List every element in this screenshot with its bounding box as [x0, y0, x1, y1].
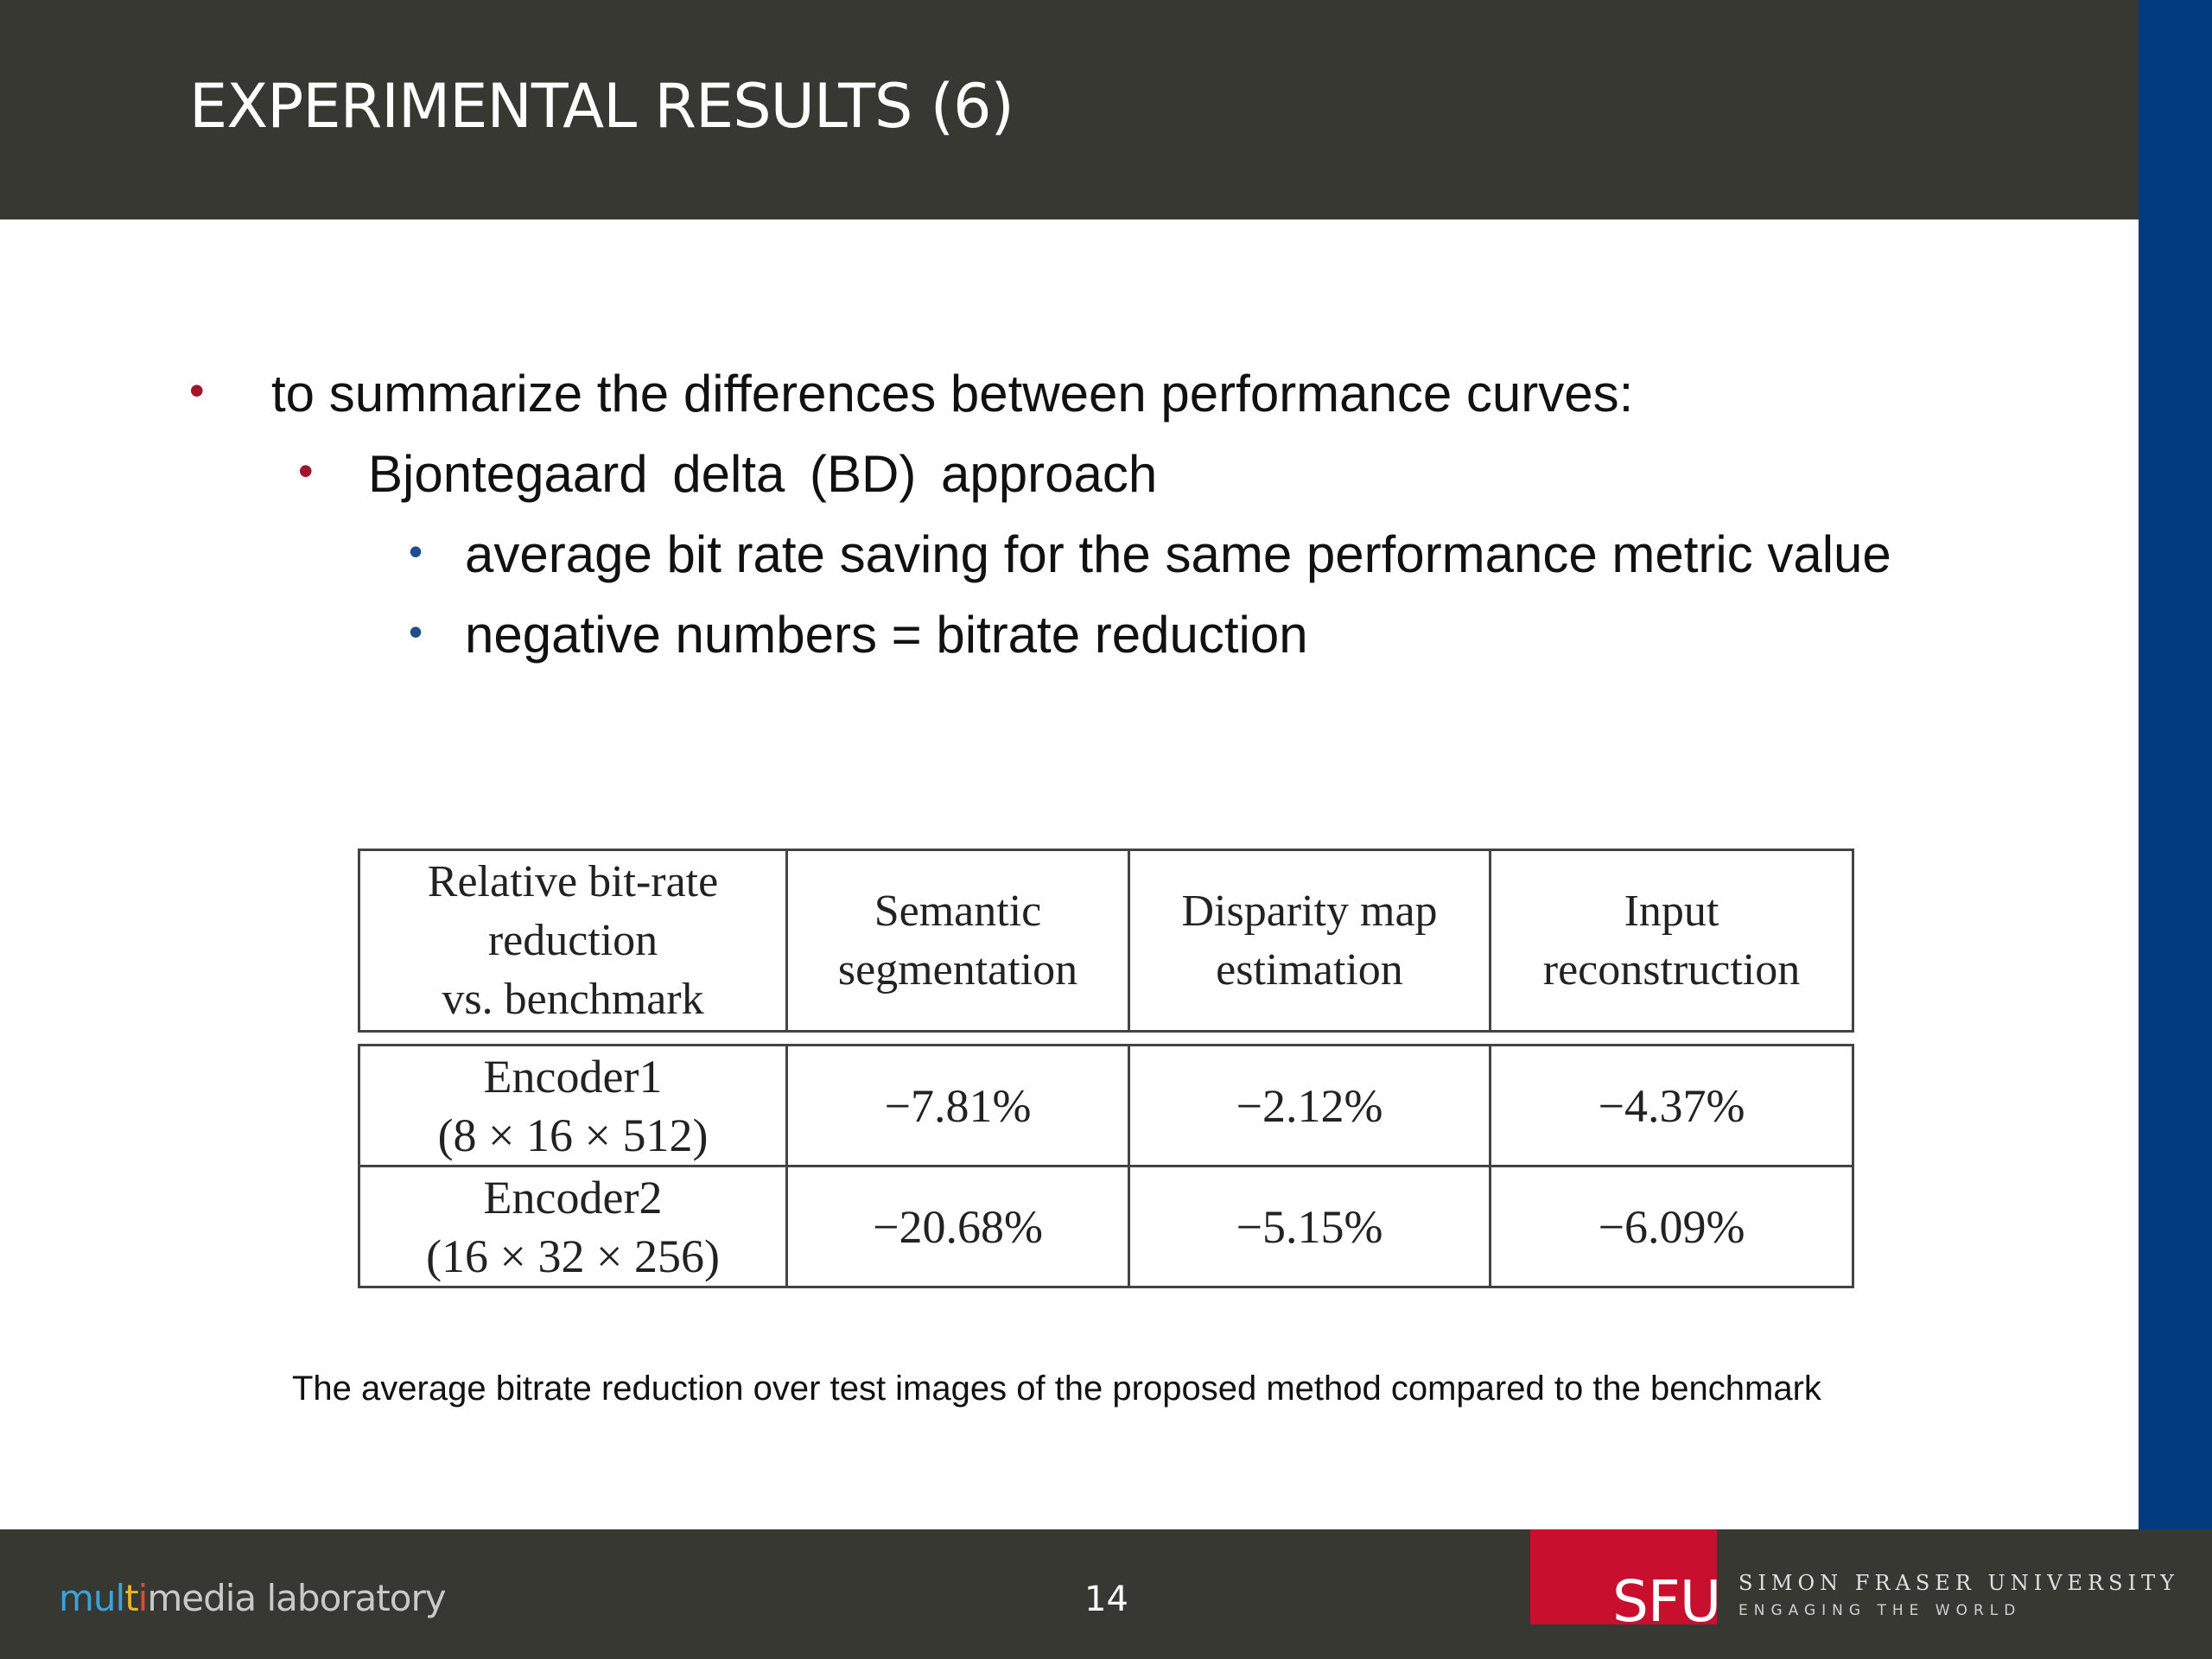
- bullet-text: average bit rate saving for the same per…: [465, 525, 1891, 583]
- slide-title: EXPERIMENTAL RESULTS (6): [189, 71, 1014, 142]
- bullet-marker: •: [409, 609, 423, 654]
- university-tagline: ENGAGING THE WORLD: [1738, 1602, 2022, 1619]
- table-caption: The average bitrate reduction over test …: [292, 1370, 1821, 1408]
- bullet-marker: •: [298, 447, 314, 495]
- bullet-marker: •: [409, 529, 423, 574]
- bullet-item-level3: • negative numbers = bitrate reduction: [409, 605, 1308, 664]
- header-cell-disparity: Disparity map estimation: [1128, 849, 1491, 1033]
- table-cell: −4.37%: [1489, 1044, 1854, 1167]
- right-accent-band: [2139, 0, 2212, 1529]
- table-cell: −5.15%: [1128, 1165, 1491, 1288]
- table-cell: −6.09%: [1489, 1165, 1854, 1288]
- row-label: Encoder1 (8 × 16 × 512): [358, 1044, 788, 1167]
- table-cell: −7.81%: [785, 1044, 1130, 1167]
- table-cell: −20.68%: [785, 1165, 1130, 1288]
- lab-logo: multimedia laboratory: [59, 1577, 447, 1619]
- header-cell-semantic: Semantic segmentation: [785, 849, 1130, 1033]
- bullet-item-level3: • average bit rate saving for the same p…: [409, 524, 1891, 584]
- table-cell: −2.12%: [1128, 1044, 1491, 1167]
- bullet-item-level2: • Bjontegaard delta (BD) approach: [298, 444, 1158, 504]
- table-separator: [359, 1030, 1853, 1046]
- table-header-row: Relative bit-rate reduction vs. benchmar…: [358, 849, 1854, 1033]
- sfu-logo-block: [1530, 1529, 1717, 1624]
- header-cell-metric: Relative bit-rate reduction vs. benchmar…: [358, 849, 788, 1033]
- header-bar: [0, 0, 2139, 219]
- university-name: SIMON FRASER UNIVERSITY: [1738, 1571, 2179, 1595]
- results-table: Relative bit-rate reduction vs. benchmar…: [358, 849, 1854, 1288]
- table-row: Encoder2 (16 × 32 × 256) −20.68% −5.15% …: [358, 1165, 1854, 1288]
- bullet-marker: •: [189, 366, 205, 415]
- bullet-text: to summarize the differences between per…: [271, 365, 1634, 423]
- row-label: Encoder2 (16 × 32 × 256): [358, 1165, 788, 1288]
- page-number: 14: [1084, 1580, 1128, 1619]
- sfu-logo-text: SFU: [1612, 1568, 1721, 1635]
- bullet-item-level1: • to summarize the differences between p…: [189, 364, 1634, 423]
- header-cell-reconstruction: Input reconstruction: [1489, 849, 1854, 1033]
- bullet-text: negative numbers = bitrate reduction: [465, 606, 1308, 664]
- footer-bar: [0, 1529, 2212, 1659]
- table-row: Encoder1 (8 × 16 × 512) −7.81% −2.12% −4…: [358, 1044, 1854, 1167]
- bullet-text: Bjontegaard delta (BD) approach: [368, 445, 1158, 503]
